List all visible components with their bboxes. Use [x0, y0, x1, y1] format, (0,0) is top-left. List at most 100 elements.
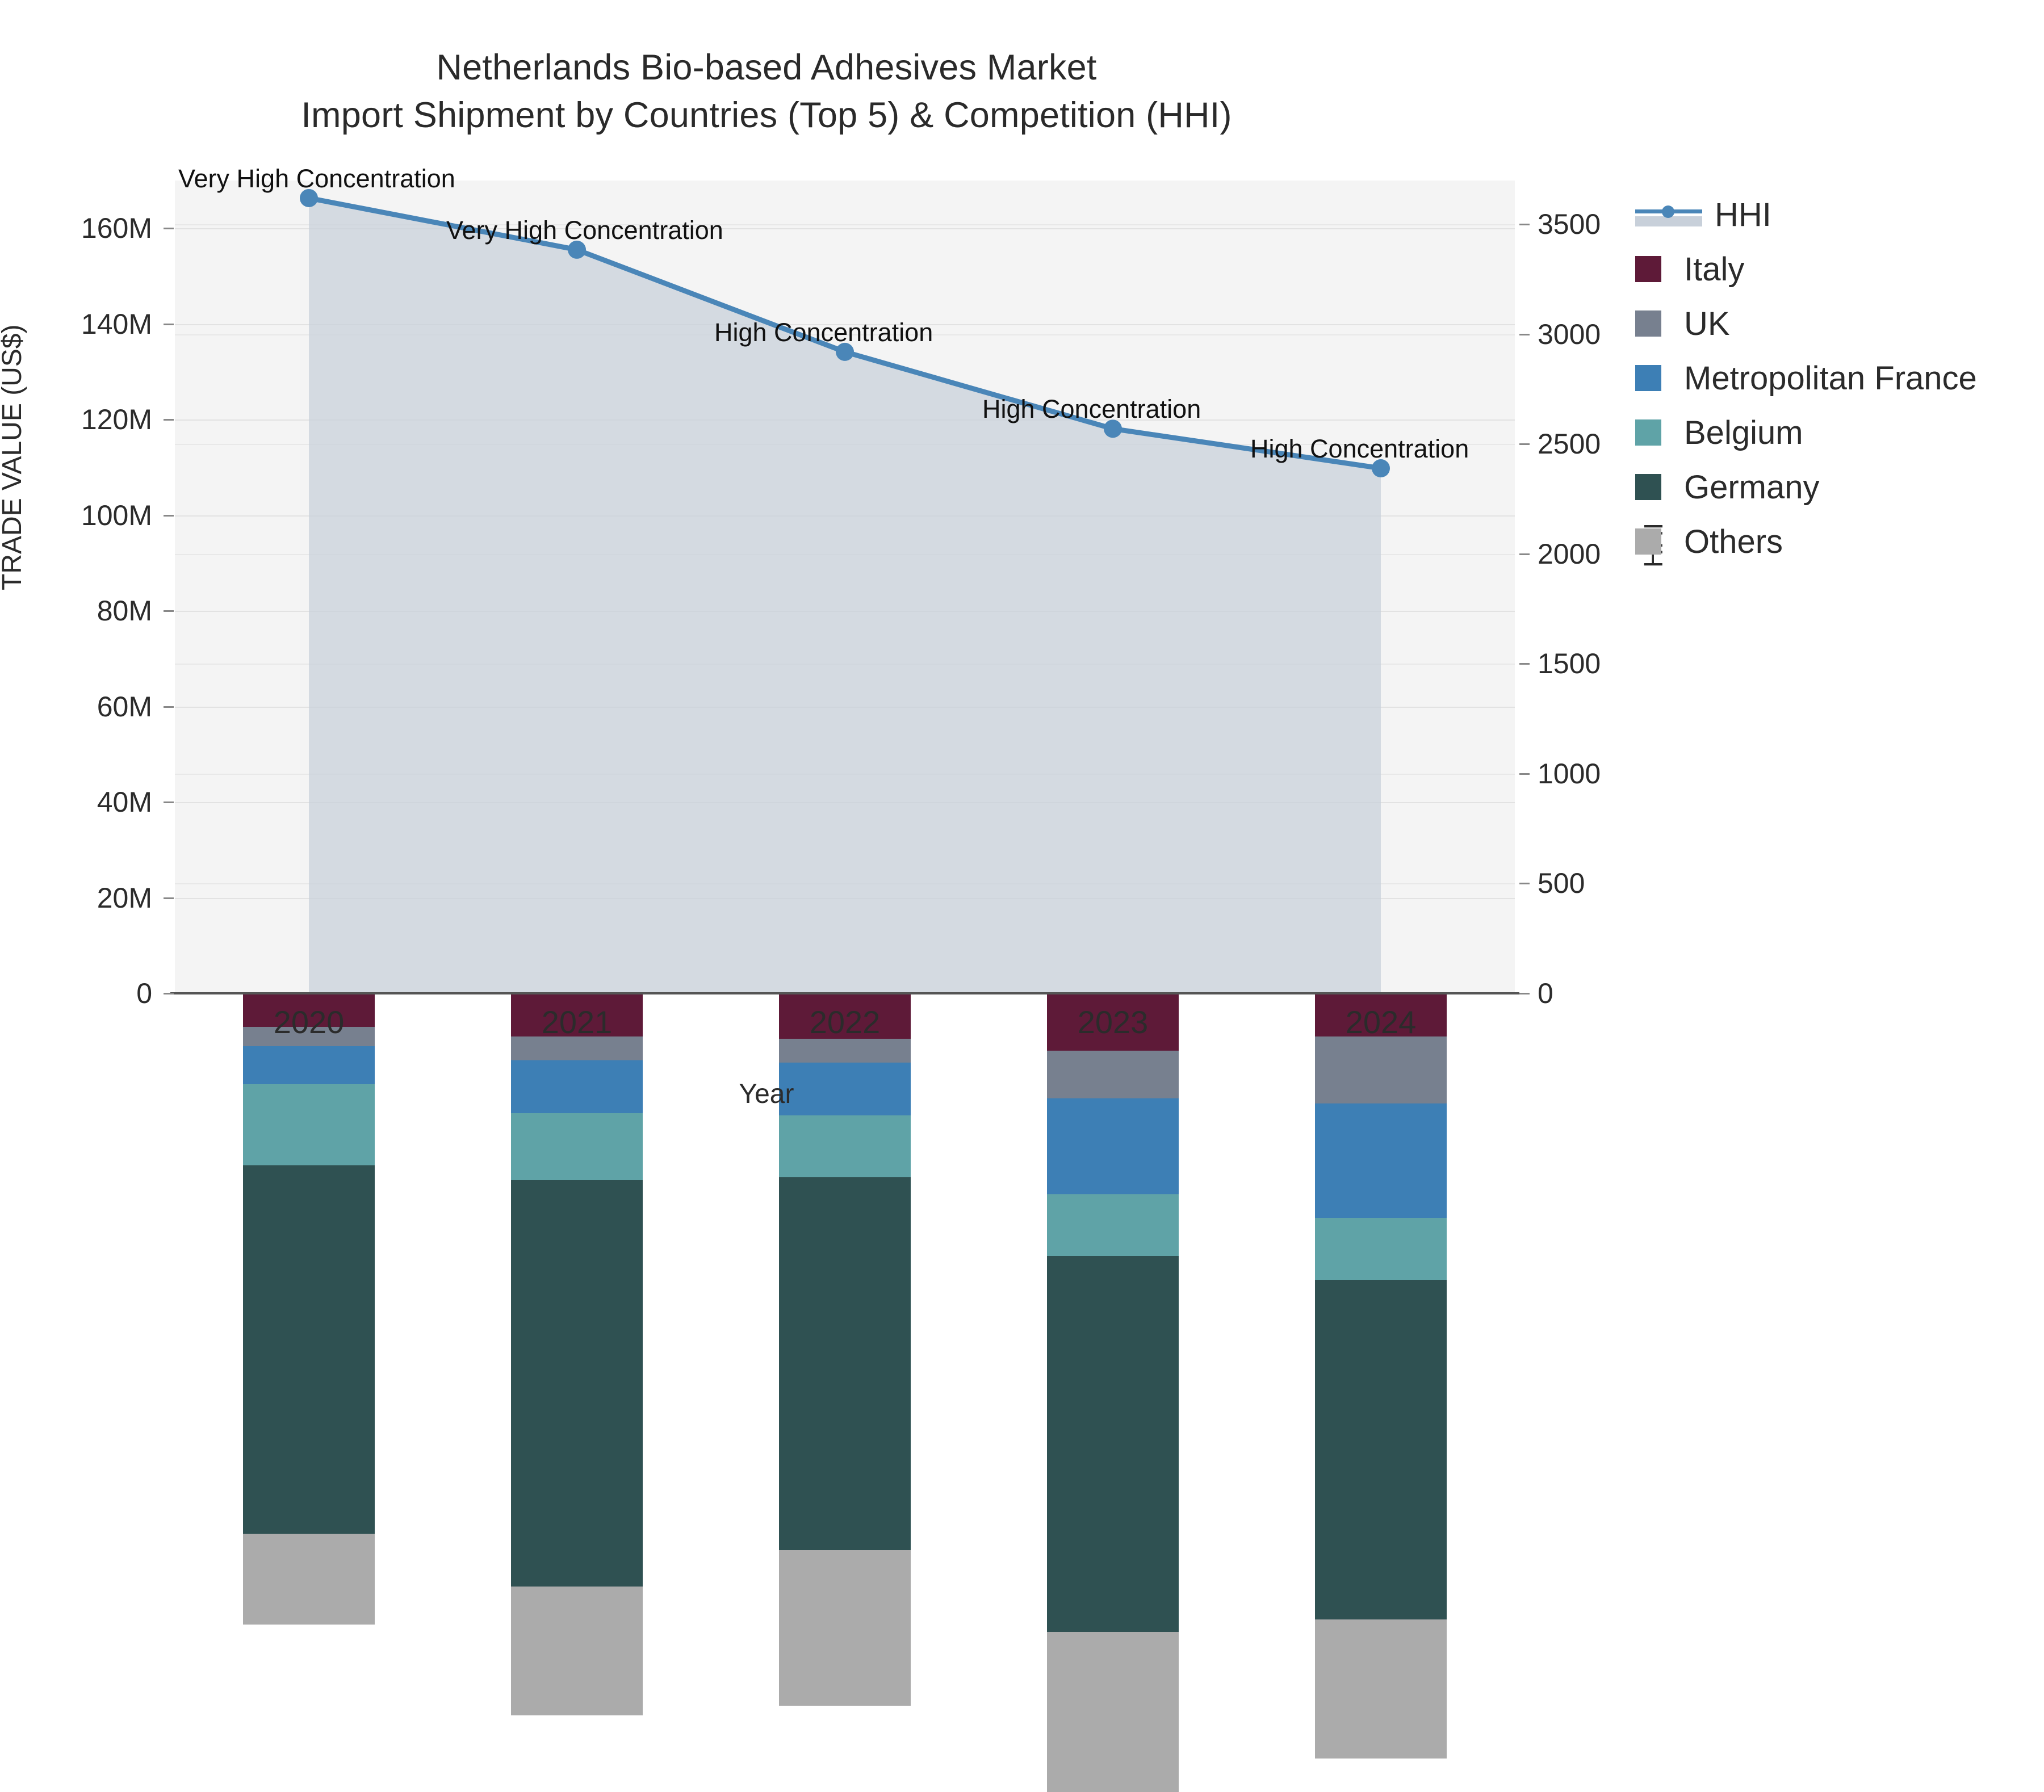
y-tick-mark-right — [1519, 333, 1530, 335]
y-tick-label-right: 3500 — [1538, 208, 1601, 241]
y-tick-label-left: 60M — [97, 690, 152, 723]
x-tick-label-2024: 2024 — [1345, 1004, 1417, 1040]
bar-stack-2021[interactable] — [511, 271, 643, 1715]
y-tick-mark-left — [164, 993, 174, 994]
bar-segment-metropolitan-france[interactable] — [779, 1063, 911, 1115]
legend-label: Belgium — [1684, 414, 1803, 451]
y-tick-mark-left — [164, 706, 174, 708]
y-tick-label-left: 40M — [97, 786, 152, 819]
y-tick-mark-left — [164, 897, 174, 899]
bar-segment-uk[interactable] — [243, 1026, 375, 1046]
legend-swatch-icon — [1635, 419, 1661, 446]
legend-item-uk[interactable]: UK — [1635, 296, 1977, 351]
y-tick-label-right: 2000 — [1538, 538, 1601, 570]
chart-title-line-2: Import Shipment by Countries (Top 5) & C… — [301, 95, 1232, 135]
y-tick-label-right: 0 — [1538, 977, 1553, 1009]
bar-segment-others[interactable] — [779, 1550, 911, 1706]
bar-segment-others[interactable] — [243, 1533, 375, 1625]
y-tick-mark-left — [164, 323, 174, 325]
legend-label: Others — [1684, 523, 1783, 560]
bar-segment-metropolitan-france[interactable] — [511, 1060, 643, 1113]
x-tick-label-2023: 2023 — [1077, 1004, 1149, 1040]
y-tick-label-left: 120M — [81, 404, 152, 436]
legend-label: UK — [1684, 305, 1730, 342]
bar-stack-2023[interactable] — [1047, 195, 1179, 1792]
bar-stack-2020[interactable] — [243, 362, 375, 1625]
y-tick-mark-left — [164, 419, 174, 421]
x-tick-label-2022: 2022 — [809, 1004, 881, 1040]
bar-segment-uk[interactable] — [511, 1036, 643, 1060]
bar-segment-germany[interactable] — [511, 1180, 643, 1587]
y-tick-mark-right — [1519, 883, 1530, 885]
bar-segment-italy[interactable] — [511, 993, 643, 1036]
legend-item-belgium[interactable]: Belgium — [1635, 405, 1977, 460]
y-tick-label-left: 140M — [81, 308, 152, 340]
y-tick-mark-right — [1519, 224, 1530, 226]
legend-label: HHI — [1715, 196, 1771, 233]
bar-segment-germany[interactable] — [779, 1177, 911, 1551]
y-tick-mark-right — [1519, 663, 1530, 665]
bar-segment-italy[interactable] — [243, 993, 375, 1027]
bar-stack-2024[interactable] — [1315, 228, 1447, 1759]
chart-canvas: Netherlands Bio-based Adhesives Market I… — [0, 44, 1977, 1792]
bar-segment-germany[interactable] — [243, 1165, 375, 1534]
legend-item-germany[interactable]: Germany — [1635, 460, 1977, 514]
y-tick-mark-right — [1519, 993, 1530, 994]
legend-swatch-icon — [1635, 256, 1661, 282]
y-tick-mark-right — [1519, 773, 1530, 775]
bar-segment-others[interactable] — [1315, 1619, 1447, 1759]
y-tick-label-right: 3000 — [1538, 318, 1601, 350]
bar-segment-belgium[interactable] — [779, 1115, 911, 1178]
gridline-left — [175, 228, 1515, 230]
legend: HHI Italy UK Metropolitan France Belgium Germ… — [1635, 187, 1977, 569]
chart-title: Netherlands Bio-based Adhesives Market I… — [0, 44, 1533, 140]
legend-swatch-icon — [1635, 365, 1661, 391]
bar-segment-uk[interactable] — [779, 1039, 911, 1063]
bar-segment-belgium[interactable] — [1315, 1218, 1447, 1281]
y-axis-left-title: TRADE VALUE (US$) — [0, 324, 27, 590]
x-tick-label-2021: 2021 — [541, 1004, 613, 1040]
bar-segment-metropolitan-france[interactable] — [1047, 1098, 1179, 1194]
chart-title-line-1: Netherlands Bio-based Adhesives Market — [436, 48, 1097, 87]
bar-segment-others[interactable] — [511, 1586, 643, 1715]
y-tick-label-right: 2500 — [1538, 428, 1601, 460]
y-tick-label-left: 0 — [136, 977, 152, 1009]
bar-segment-italy[interactable] — [1047, 993, 1179, 1051]
bar-segment-italy[interactable] — [1315, 993, 1447, 1036]
y-tick-mark-left — [164, 228, 174, 230]
bar-segment-germany[interactable] — [1315, 1280, 1447, 1620]
y-tick-mark-right — [1519, 443, 1530, 446]
y-tick-mark-left — [164, 514, 174, 517]
legend-item-italy[interactable]: Italy — [1635, 242, 1977, 296]
bar-segment-metropolitan-france[interactable] — [1315, 1103, 1447, 1218]
bar-segment-germany[interactable] — [1047, 1256, 1179, 1632]
bar-stack-2022[interactable] — [779, 281, 911, 1706]
x-tick-label-2020: 2020 — [273, 1004, 345, 1040]
bar-segment-italy[interactable] — [779, 993, 911, 1039]
hhi-line-icon — [1635, 202, 1702, 228]
bar-segment-uk[interactable] — [1315, 1036, 1447, 1103]
legend-swatch-icon — [1635, 528, 1661, 555]
x-axis-title: Year — [739, 1079, 794, 1109]
y-tick-label-right: 1500 — [1538, 648, 1601, 680]
legend-label: Metropolitan France — [1684, 359, 1977, 397]
y-tick-label-left: 20M — [97, 882, 152, 914]
y-tick-label-right: 500 — [1538, 867, 1585, 900]
legend-item-metropolitan-france[interactable]: Metropolitan France — [1635, 351, 1977, 405]
bar-segment-metropolitan-france[interactable] — [243, 1046, 375, 1085]
bar-segment-uk[interactable] — [1047, 1051, 1179, 1099]
y-tick-label-left: 160M — [81, 212, 152, 245]
gridline-right — [175, 224, 1515, 226]
bar-segment-belgium[interactable] — [511, 1113, 643, 1180]
y-tick-mark-left — [164, 610, 174, 612]
y-tick-mark-left — [164, 801, 174, 804]
bar-segment-belgium[interactable] — [1047, 1194, 1179, 1257]
x-axis-line — [170, 992, 1519, 994]
legend-label: Italy — [1684, 250, 1745, 288]
legend-item-hhi[interactable]: HHI — [1635, 187, 1977, 242]
y-tick-label-left: 80M — [97, 595, 152, 627]
legend-item-others[interactable]: Others — [1635, 514, 1977, 569]
legend-label: Germany — [1684, 468, 1820, 506]
bar-segment-others[interactable] — [1047, 1631, 1179, 1792]
y-tick-label-left: 100M — [81, 499, 152, 531]
